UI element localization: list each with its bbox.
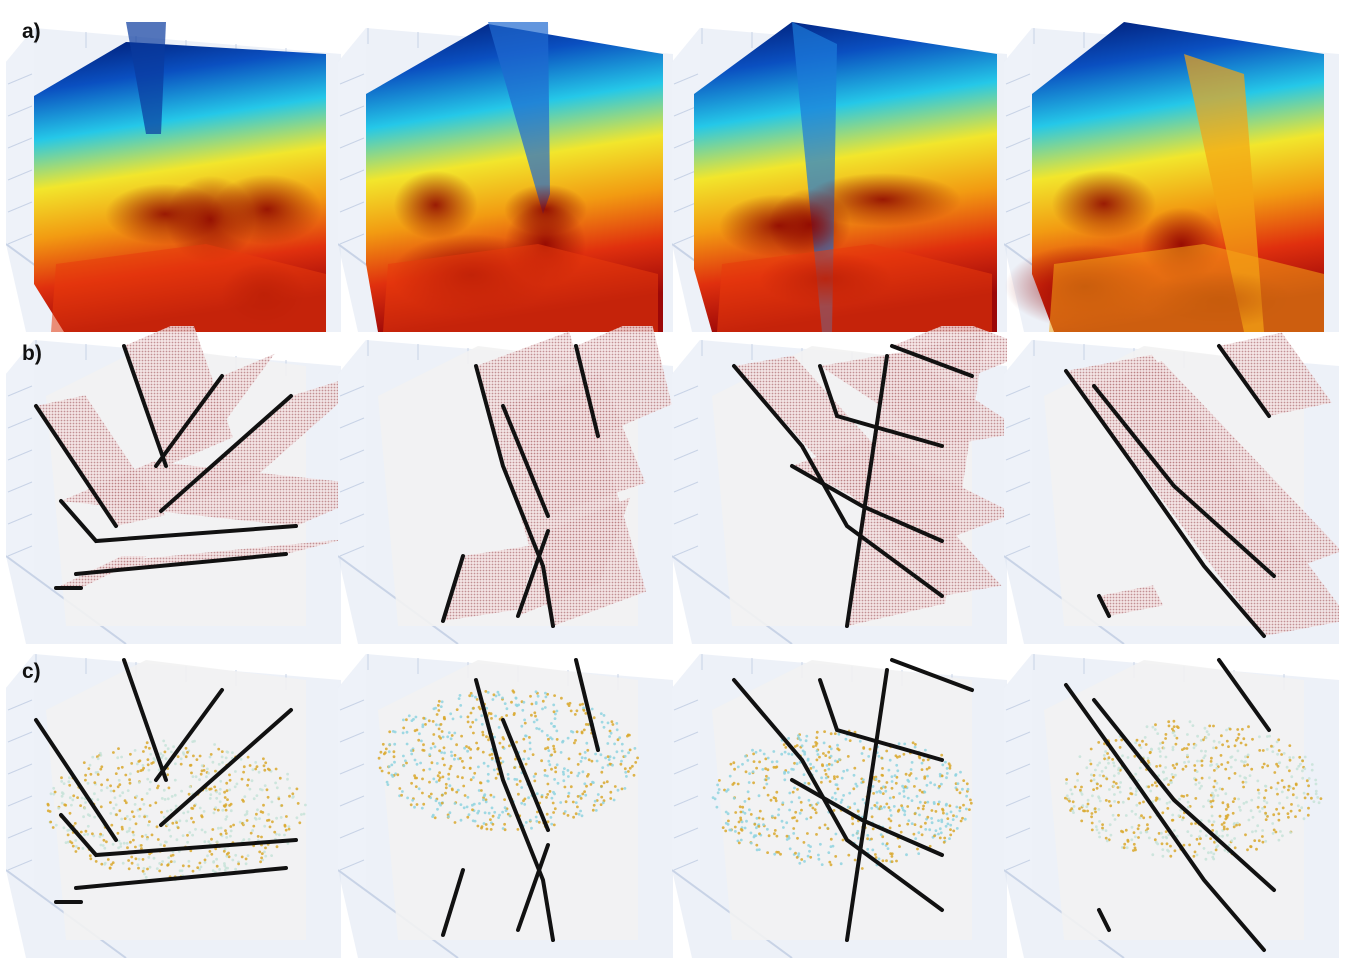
fault-line (122, 658, 168, 782)
fault-line (790, 464, 944, 543)
fault-line (74, 552, 288, 576)
fault-line (890, 344, 974, 378)
fault-line (154, 688, 224, 782)
fault-line (516, 843, 550, 932)
panel-plot (672, 22, 1007, 332)
fault-line (159, 394, 293, 513)
panel-plot (672, 654, 1007, 958)
panel-plot (1004, 22, 1339, 332)
fault-line (1092, 384, 1276, 578)
fault-line (159, 708, 293, 827)
fault-surface (1099, 585, 1164, 616)
fault-line (474, 678, 555, 942)
fault-surface (443, 544, 539, 621)
fault-line (1097, 594, 1111, 618)
fault-line (59, 499, 298, 544)
fault-line (790, 778, 944, 857)
panel-plot (1004, 332, 1339, 644)
fault-line (74, 866, 288, 890)
fault-line (441, 868, 465, 937)
fault-line (845, 354, 889, 628)
panel-plot (338, 326, 673, 644)
fault-line (441, 554, 465, 623)
fault-line (1097, 908, 1111, 932)
fault-line (122, 344, 168, 468)
row-label-a: a) (22, 20, 41, 43)
panel-velocity-1 (6, 14, 341, 332)
panel-point-clouds-1 (6, 640, 341, 958)
fault-line (1217, 344, 1271, 418)
fault-surface (792, 438, 1007, 541)
panel-plot (672, 326, 1007, 644)
fault-line (1064, 369, 1266, 638)
fault-line (516, 529, 550, 618)
panel-plot (338, 654, 673, 958)
fault-line (1217, 658, 1271, 732)
fault-line (1064, 683, 1266, 952)
fault-line (501, 404, 550, 518)
panel-point-clouds-4 (1004, 640, 1339, 958)
fault-surface (892, 326, 1007, 376)
fault-line (474, 364, 555, 628)
panel-plot (6, 326, 341, 644)
panel-plot (6, 654, 341, 958)
panel-point-clouds-3 (672, 640, 1007, 958)
fault-line (818, 364, 944, 448)
fault-surface (1219, 332, 1332, 416)
row-label-b: b) (22, 342, 42, 365)
panel-fault-surfaces-2 (338, 326, 673, 644)
fault-surface (156, 353, 275, 466)
fault-line (34, 404, 118, 528)
fault-line (34, 718, 118, 842)
panel-velocity-2 (338, 14, 673, 332)
panel-point-clouds-2 (338, 640, 673, 958)
fault-line (845, 668, 889, 942)
panel-plot (1004, 654, 1339, 958)
panel-plot (338, 22, 673, 332)
panel-plot (6, 22, 341, 332)
fault-line (890, 658, 974, 692)
fault-line (818, 678, 944, 762)
panel-velocity-4 (1004, 14, 1339, 332)
fault-surface (576, 326, 672, 436)
fault-line (1092, 698, 1276, 892)
panel-velocity-3 (672, 14, 1007, 332)
panel-fault-surfaces-1 (6, 326, 341, 644)
row-label-c: c) (22, 660, 41, 683)
panel-fault-surfaces-4 (1004, 326, 1339, 644)
fault-line (59, 813, 298, 858)
fault-line (501, 718, 550, 832)
fault-line (574, 344, 600, 438)
fault-surface (61, 461, 341, 526)
fault-surface (76, 539, 341, 574)
panel-fault-surfaces-3 (672, 326, 1007, 644)
fault-line (574, 658, 600, 752)
fault-line (154, 374, 224, 468)
fault-surface (1094, 360, 1339, 576)
